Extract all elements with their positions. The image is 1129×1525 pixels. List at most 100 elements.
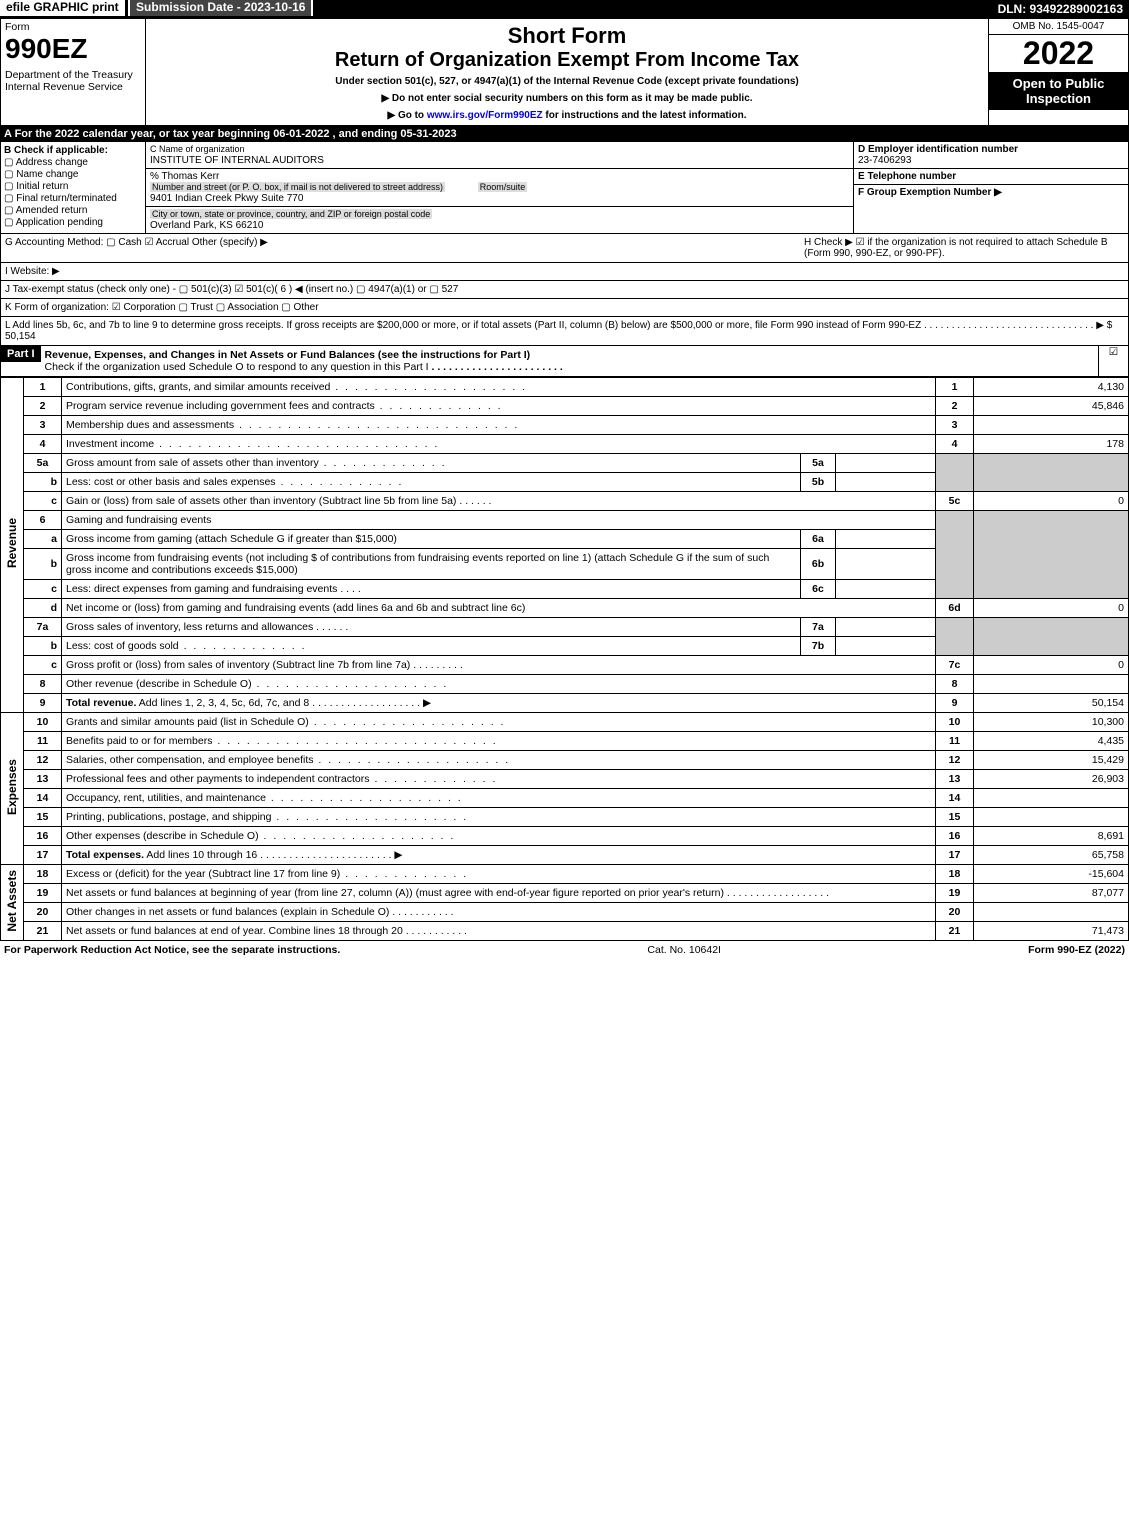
footer-left: For Paperwork Reduction Act Notice, see … (4, 944, 340, 956)
check-final-return[interactable]: ▢ Final return/terminated (4, 193, 142, 204)
ln-14-text: Occupancy, rent, utilities, and maintena… (62, 789, 936, 808)
ln-1-val: 4,130 (974, 378, 1129, 397)
line-j: J Tax-exempt status (check only one) - ▢… (0, 281, 1129, 299)
ln-6c-text: Less: direct expenses from gaming and fu… (62, 580, 801, 599)
ln-3-val (974, 416, 1129, 435)
ssn-warning: ▶ Do not enter social security numbers o… (150, 93, 984, 104)
ln-10-val: 10,300 (974, 713, 1129, 732)
goto-link: ▶ Go to www.irs.gov/Form990EZ for instru… (150, 110, 984, 121)
ln-13-text: Professional fees and other payments to … (62, 770, 936, 789)
ln-7c-text: Gross profit or (loss) from sales of inv… (62, 656, 936, 675)
ln-9-val: 50,154 (974, 694, 1129, 713)
footer-catalog: Cat. No. 10642I (647, 944, 721, 956)
ln-16-val: 8,691 (974, 827, 1129, 846)
ln-15-val (974, 808, 1129, 827)
ln-1-text: Contributions, gifts, grants, and simila… (62, 378, 936, 397)
column-d: D Employer identification number 23-7406… (853, 142, 1128, 233)
ln-7a-text: Gross sales of inventory, less returns a… (62, 618, 801, 637)
street-row: % Thomas Kerr Number and street (or P. O… (146, 169, 853, 207)
ln-7b-val (836, 637, 936, 656)
part-1-title: Revenue, Expenses, and Changes in Net As… (45, 349, 531, 361)
ln-5b-text: Less: cost or other basis and sales expe… (62, 473, 801, 492)
ln-5c-text: Gain or (loss) from sale of assets other… (62, 492, 936, 511)
department: Department of the Treasury Internal Reve… (5, 69, 141, 93)
omb-number: OMB No. 1545-0047 (989, 19, 1128, 35)
part-1-checkbox[interactable]: ☑ (1098, 346, 1128, 376)
expenses-label: Expenses (1, 713, 24, 865)
line-a: A For the 2022 calendar year, or tax yea… (0, 126, 1129, 142)
ln-20-text: Other changes in net assets or fund bala… (62, 903, 936, 922)
ln-2-text: Program service revenue including govern… (62, 397, 936, 416)
line-k: K Form of organization: ☑ Corporation ▢ … (0, 299, 1129, 317)
footer-form: Form 990-EZ (2022) (1028, 944, 1125, 956)
check-app-pending[interactable]: ▢ Application pending (4, 217, 142, 228)
ln-5b-val (836, 473, 936, 492)
ln-14-val (974, 789, 1129, 808)
ln-6d-val: 0 (974, 599, 1129, 618)
ln-8-val (974, 675, 1129, 694)
open-inspection: Open to Public Inspection (989, 72, 1128, 110)
form-header: Form 990EZ Department of the Treasury In… (0, 18, 1129, 126)
ln-18-val: -15,604 (974, 865, 1129, 884)
ln-11-val: 4,435 (974, 732, 1129, 751)
ln-7b-text: Less: cost of goods sold (62, 637, 801, 656)
header-left: Form 990EZ Department of the Treasury In… (1, 19, 146, 125)
city-state-zip: Overland Park, KS 66210 (150, 220, 263, 231)
submission-date: Submission Date - 2023-10-16 (128, 0, 313, 16)
ln-7a-val (836, 618, 936, 637)
check-amended[interactable]: ▢ Amended return (4, 205, 142, 216)
ln-2-val: 45,846 (974, 397, 1129, 416)
form-number: 990EZ (5, 33, 141, 65)
city-row: City or town, state or province, country… (146, 207, 853, 233)
ln-17-text: Total expenses. Add lines 10 through 16 … (62, 846, 936, 865)
part-1-check-text: Check if the organization used Schedule … (45, 361, 429, 373)
ln-1: 1 (24, 378, 62, 397)
row-g-h: G Accounting Method: ▢ Cash ☑ Accrual Ot… (0, 234, 1129, 263)
ln-6d-text: Net income or (loss) from gaming and fun… (62, 599, 936, 618)
care-of: % Thomas Kerr (150, 171, 219, 182)
col-b-title: B Check if applicable: (4, 145, 108, 156)
ln-4-val: 178 (974, 435, 1129, 454)
ln-6a-val (836, 530, 936, 549)
column-c: C Name of organization INSTITUTE OF INTE… (146, 142, 853, 233)
dln: DLN: 93492289002163 (992, 0, 1129, 18)
org-name-row: C Name of organization INSTITUTE OF INTE… (146, 142, 853, 169)
top-bar: efile GRAPHIC print Submission Date - 20… (0, 0, 1129, 18)
ln-6-text: Gaming and fundraising events (62, 511, 936, 530)
check-initial-return[interactable]: ▢ Initial return (4, 181, 142, 192)
subtitle: Under section 501(c), 527, or 4947(a)(1)… (150, 76, 984, 87)
ln-21-val: 71,473 (974, 922, 1129, 941)
ln-7c-val: 0 (974, 656, 1129, 675)
ln-5c-val: 0 (974, 492, 1129, 511)
group-exemption-row: F Group Exemption Number ▶ (854, 185, 1128, 200)
ln-18-text: Excess or (deficit) for the year (Subtra… (62, 865, 936, 884)
ln-9-text: Total revenue. Add lines 1, 2, 3, 4, 5c,… (62, 694, 936, 713)
line-l: L Add lines 5b, 6c, and 7b to line 9 to … (0, 317, 1129, 346)
irs-link[interactable]: www.irs.gov/Form990EZ (427, 110, 543, 121)
ln-8-text: Other revenue (describe in Schedule O) (62, 675, 936, 694)
ln-13-val: 26,903 (974, 770, 1129, 789)
ln-5a-val (836, 454, 936, 473)
tax-year: 2022 (989, 35, 1128, 72)
ln-6a-text: Gross income from gaming (attach Schedul… (62, 530, 801, 549)
net-assets-label: Net Assets (1, 865, 24, 941)
efile-label[interactable]: efile GRAPHIC print (0, 0, 125, 16)
ln-10-text: Grants and similar amounts paid (list in… (62, 713, 936, 732)
part-1-label: Part I (1, 346, 41, 362)
ln-20-val (974, 903, 1129, 922)
ln-6c-val (836, 580, 936, 599)
ln-3-text: Membership dues and assessments (62, 416, 936, 435)
ln-12-val: 15,429 (974, 751, 1129, 770)
header-right: OMB No. 1545-0047 2022 Open to Public In… (988, 19, 1128, 125)
ln-11-text: Benefits paid to or for members (62, 732, 936, 751)
ln-6b-text: Gross income from fundraising events (no… (62, 549, 801, 580)
check-name-change[interactable]: ▢ Name change (4, 169, 142, 180)
ln-12-text: Salaries, other compensation, and employ… (62, 751, 936, 770)
column-b: B Check if applicable: ▢ Address change … (1, 142, 146, 233)
org-name: INSTITUTE OF INTERNAL AUDITORS (150, 155, 324, 166)
telephone-row: E Telephone number (854, 169, 1128, 185)
check-address-change[interactable]: ▢ Address change (4, 157, 142, 168)
title-return: Return of Organization Exempt From Incom… (150, 49, 984, 72)
part-1-header: Part I Revenue, Expenses, and Changes in… (0, 346, 1129, 377)
ln-19-val: 87,077 (974, 884, 1129, 903)
